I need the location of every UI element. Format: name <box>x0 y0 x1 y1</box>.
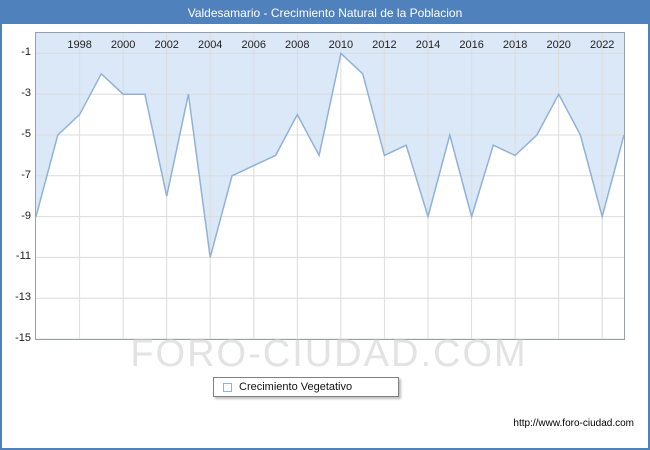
y-axis: -1 -3 -5 -7 -9 -11 -13 -15 <box>4 32 32 344</box>
y-tick-label: -3 <box>21 87 31 99</box>
y-tick-label: -7 <box>21 169 31 181</box>
x-tick-label: 2012 <box>372 39 396 51</box>
legend-label: Crecimiento Vegetativo <box>239 381 353 393</box>
page-title: Valdesamario - Crecimiento Natural de la… <box>187 6 463 20</box>
x-tick-label: 2020 <box>546 39 570 51</box>
x-tick-label: 2004 <box>198 39 222 51</box>
series-area <box>36 33 624 258</box>
x-tick-label: 1998 <box>67 39 91 51</box>
chart-canvas: 1998 2000 2002 2004 2006 2008 2010 2012 2014 2016… <box>36 33 624 339</box>
x-tick-label: 2014 <box>416 39 440 51</box>
y-tick-label: -13 <box>15 291 31 303</box>
y-tick-label: -1 <box>21 46 31 58</box>
x-tick-label: 2016 <box>459 39 483 51</box>
legend-box: Crecimiento Vegetativo <box>213 377 399 397</box>
y-tick-label: -9 <box>21 210 31 222</box>
x-tick-label: 2018 <box>503 39 527 51</box>
x-tick-label: 2006 <box>242 39 266 51</box>
y-tick-label: -15 <box>15 332 31 344</box>
x-tick-label: 2000 <box>111 39 135 51</box>
y-tick-label: -11 <box>15 250 31 262</box>
footer-url-link[interactable]: http://www.foro-ciudad.com <box>513 418 634 429</box>
series-marker-icon <box>223 382 232 392</box>
x-tick-label: 2022 <box>590 39 614 51</box>
series-line <box>36 51 624 258</box>
y-tick-label: -5 <box>21 128 31 140</box>
title-bar: Valdesamario - Crecimiento Natural de la… <box>2 2 648 24</box>
x-tick-label: 2010 <box>329 39 353 51</box>
x-tick-label: 2002 <box>154 39 178 51</box>
plot-area: 1998 2000 2002 2004 2006 2008 2010 2012 2014 2016… <box>35 32 625 340</box>
x-tick-label: 2008 <box>285 39 309 51</box>
